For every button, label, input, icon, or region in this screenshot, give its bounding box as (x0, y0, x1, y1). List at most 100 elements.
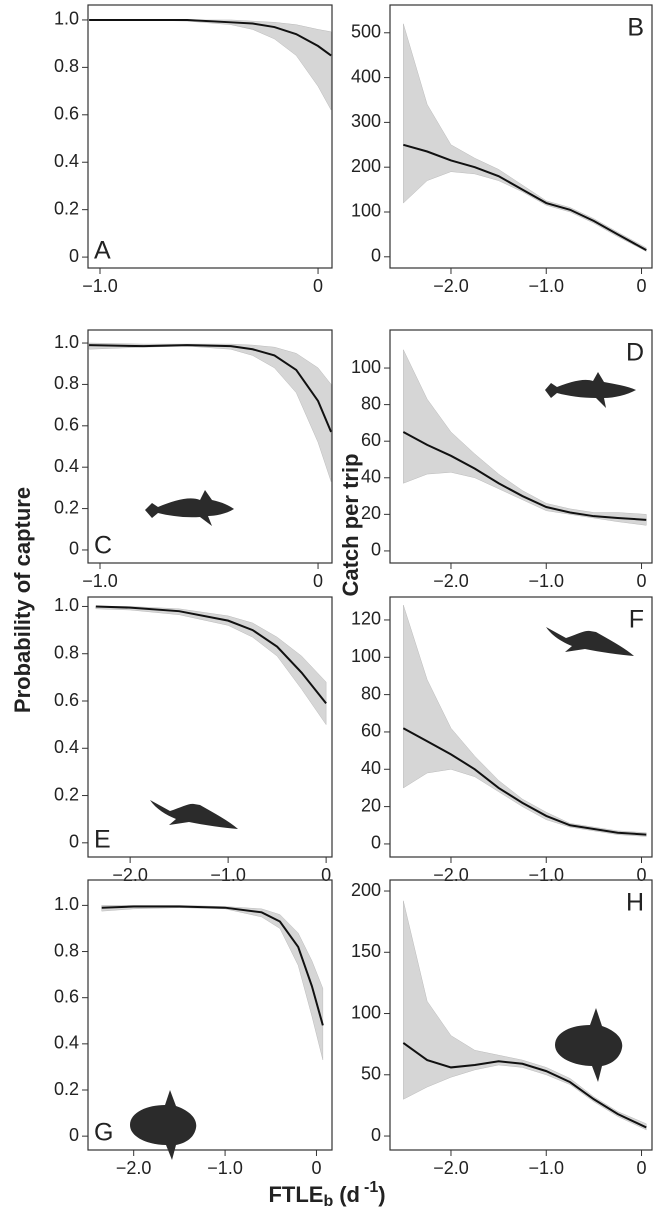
plot-frame (87, 879, 333, 1151)
x-label-close: ) (378, 1182, 385, 1207)
x-tick-label: −2.0 (112, 865, 148, 885)
y-tick-label: 60 (361, 721, 381, 741)
y-tick-label: 40 (361, 467, 381, 487)
line (89, 18, 332, 57)
confidence-band (403, 23, 647, 252)
y-tick-label: 0.2 (54, 784, 79, 804)
line (101, 905, 324, 1026)
confidence-band (88, 342, 332, 482)
y-tick-label: 60 (361, 430, 381, 450)
y-tick-label: 0 (371, 540, 381, 560)
x-axis-label: FTLEb (d -1) (268, 1179, 385, 1210)
panel-letter: F (629, 606, 644, 634)
y-tick-label: 0.6 (54, 415, 79, 435)
y-tick-label: 0.8 (54, 940, 79, 960)
line (402, 431, 647, 521)
y-tick-label: 0.6 (54, 104, 79, 124)
y-tick-label: 100 (351, 357, 381, 377)
x-tick-label: 0 (637, 865, 647, 885)
y-tick-label: 200 (351, 156, 381, 176)
y-tick-label: 0.6 (54, 986, 79, 1006)
line (89, 344, 333, 433)
x-label-main: FTLE (268, 1182, 323, 1207)
y-tick-label: 0.2 (54, 1079, 79, 1099)
y-tick-label: 0.4 (54, 737, 79, 757)
x-label-open: (d (339, 1182, 360, 1207)
y-tick-label: 0.6 (54, 690, 79, 710)
plot-frame (389, 329, 653, 564)
x-tick-label: −1.0 (82, 276, 118, 296)
x-tick-label: −2.0 (433, 571, 469, 591)
y-tick-label: 20 (361, 795, 381, 815)
y-tick-label: 0 (69, 539, 79, 559)
y-tick-label: 300 (351, 111, 381, 131)
x-tick-label: 0 (313, 276, 323, 296)
shark-icon (150, 800, 238, 829)
y-tick-label: 0.8 (54, 56, 79, 76)
y-tick-label: 40 (361, 758, 381, 778)
y-tick-label: 120 (351, 609, 381, 629)
y-tick-label: 20 (361, 503, 381, 523)
confidence-band (403, 900, 647, 1131)
y-tick-label: 0.4 (54, 1033, 79, 1053)
x-tick-label: 0 (311, 1158, 321, 1178)
mola-icon (130, 1090, 197, 1160)
x-tick-label: −1.0 (528, 571, 564, 591)
y-tick-label: 100 (351, 1002, 381, 1022)
x-tick-label: −1.0 (528, 1158, 564, 1178)
panel-letter: A (94, 237, 111, 265)
x-tick-label: 0 (637, 276, 647, 296)
y-tick-label: 0 (69, 832, 79, 852)
plot-frame (87, 329, 333, 564)
confidence-band (101, 905, 324, 1061)
y-tick-label: 80 (361, 393, 381, 413)
y-tick-label: 150 (351, 941, 381, 961)
y-tick-label: 50 (361, 1064, 381, 1084)
x-tick-label: −2.0 (433, 865, 469, 885)
y-tick-label: 0.8 (54, 373, 79, 393)
panel-letter: C (94, 532, 112, 560)
panel-letter: B (627, 14, 644, 42)
panel-letter: D (626, 339, 644, 367)
panel-letter: H (626, 889, 644, 917)
plot-frame (389, 4, 653, 269)
x-tick-label: 0 (321, 865, 331, 885)
y-tick-label: 1.0 (54, 595, 79, 615)
plot-frame (389, 879, 653, 1151)
line (402, 1042, 647, 1129)
shark-icon (546, 627, 634, 656)
plot-frame (389, 596, 653, 858)
y-tick-label: 0.2 (54, 497, 79, 517)
y-tick-label: 0.8 (54, 642, 79, 662)
x-tick-label: −1.0 (528, 276, 564, 296)
plot-frame (87, 4, 333, 269)
y-tick-label: 0 (69, 246, 79, 266)
shark-icon (145, 490, 234, 526)
x-label-sup: -1 (364, 1179, 378, 1196)
x-tick-label: −1.0 (528, 865, 564, 885)
plot-frame (87, 596, 333, 858)
y-tick-label: 1.0 (54, 9, 79, 29)
line (95, 605, 327, 704)
shark-icon (545, 372, 636, 408)
y-tick-label: 0 (371, 1125, 381, 1145)
y-tick-label: 0 (69, 1125, 79, 1145)
y-tick-label: 400 (351, 66, 381, 86)
confidence-band (89, 19, 332, 111)
y-tick-label: 200 (351, 880, 381, 900)
x-tick-label: 0 (637, 571, 647, 591)
y-tick-label: 0 (371, 833, 381, 853)
y-axis-label-left: Probability of capture (10, 487, 35, 713)
y-tick-label: 100 (351, 646, 381, 666)
x-tick-label: −2.0 (116, 1158, 152, 1178)
x-label-sub: b (323, 1193, 333, 1210)
y-tick-label: 0.4 (54, 151, 79, 171)
mola-icon (555, 1008, 623, 1082)
icons (130, 372, 636, 1160)
confidence-band (95, 606, 327, 726)
line (402, 727, 647, 836)
y-tick-label: 500 (351, 22, 381, 42)
y-tick-label: 0.4 (54, 456, 79, 476)
confidence-band (403, 604, 647, 837)
y-tick-label: 1.0 (54, 332, 79, 352)
